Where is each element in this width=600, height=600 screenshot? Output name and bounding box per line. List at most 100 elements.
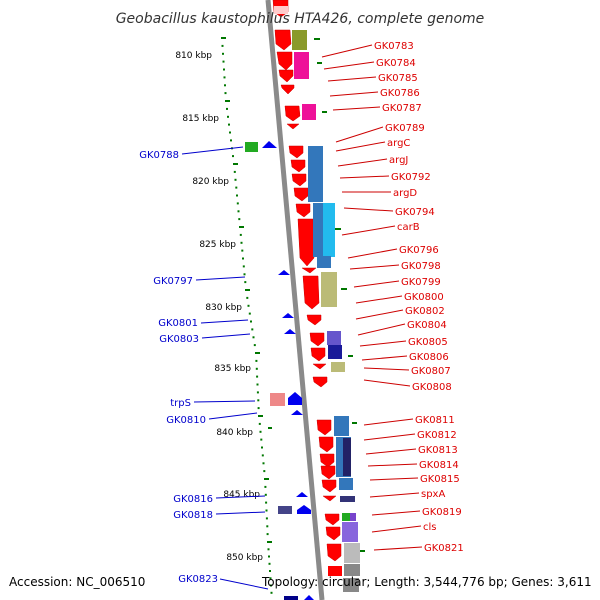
ruler-dot	[253, 344, 256, 347]
gene-label-gk0796[interactable]: GK0796	[399, 245, 439, 256]
gene-arrow-gk0784[interactable]	[276, 51, 293, 71]
gene-label-gk0804[interactable]: GK0804	[407, 320, 447, 331]
gene-arrow-gk0799[interactable]	[302, 275, 320, 310]
gene-label-gk0801[interactable]: GK0801	[158, 318, 198, 329]
ruler-major-tick	[255, 352, 260, 354]
gene-label-gk0798[interactable]: GK0798	[401, 261, 441, 272]
gene-label-gk0784[interactable]: GK0784	[376, 58, 416, 69]
gene-label-gk0818[interactable]: GK0818	[173, 510, 213, 521]
gene-label-gk0811[interactable]: GK0811	[415, 415, 455, 426]
ruler-dot	[255, 367, 258, 370]
gene-label-gk0797[interactable]: GK0797	[153, 276, 193, 287]
gene-arrow-gk0821[interactable]	[326, 543, 342, 562]
gene-label-gk0808[interactable]: GK0808	[412, 382, 452, 393]
gene-arrow-gk0814[interactable]	[320, 465, 336, 480]
gene-label-gk0812[interactable]: GK0812	[417, 430, 457, 441]
gene-arrow-spxa[interactable]	[322, 495, 337, 502]
gene-arrow-gk0811[interactable]	[316, 419, 332, 436]
cog-block-gk0813	[343, 438, 351, 476]
gene-arrow-argc[interactable]	[288, 145, 304, 159]
gene-arrow-gk0815[interactable]	[321, 479, 337, 493]
gene-label-gk0814[interactable]: GK0814	[419, 460, 459, 471]
gene-label-gk0819[interactable]: GK0819	[422, 507, 462, 518]
gene-block-gk0823-left[interactable]	[284, 596, 298, 600]
gene-arrow-trps[interactable]	[288, 392, 302, 405]
gene-arrow-gk0789[interactable]	[286, 123, 300, 130]
gene-arrow-gk0786[interactable]	[280, 84, 295, 95]
ruler-dot	[269, 577, 272, 580]
gene-arrow-gk0813[interactable]	[319, 453, 335, 468]
gene-label-gk0803[interactable]: GK0803	[159, 334, 199, 345]
gene-arrow-gk0803[interactable]	[284, 329, 296, 334]
gene-label-gk0787[interactable]: GK0787	[382, 103, 422, 114]
genome-backbone	[265, 0, 325, 600]
gene-label-gk0785[interactable]: GK0785	[378, 73, 418, 84]
gene-label-argj[interactable]: argJ	[389, 155, 408, 166]
ruler-dot	[236, 202, 239, 205]
gene-label-cls[interactable]: cls	[423, 522, 437, 533]
gene-arrow-gk0823[interactable]	[304, 595, 314, 600]
gene-label-argd[interactable]: argD	[393, 188, 417, 199]
cog-block-gk0784	[294, 52, 309, 79]
ruler-dot	[250, 320, 252, 323]
ruler-major-tick	[264, 478, 269, 480]
gene-arrow-gk0810[interactable]	[291, 410, 303, 415]
gene-arrow-gk0802[interactable]	[306, 314, 322, 326]
gene-label-gk0816[interactable]: GK0816	[173, 494, 213, 505]
cog-block-cls	[342, 522, 358, 542]
gene-arrow-gk0788[interactable]	[262, 141, 277, 148]
gene-label-gk0799[interactable]: GK0799	[401, 277, 441, 288]
gene-label-gk0789[interactable]: GK0789	[385, 123, 425, 134]
position-ruler	[221, 37, 273, 594]
gene-arrow-argd[interactable]	[293, 187, 309, 202]
gene-arrow-gk0807[interactable]	[312, 363, 327, 370]
kbp-label-830: 830 kbp	[205, 303, 242, 313]
ruler-dot	[268, 562, 271, 565]
gene-arrow-gk0794[interactable]	[295, 203, 311, 218]
gene-arrow-argj[interactable]	[290, 159, 306, 173]
ruler-dot	[227, 115, 229, 118]
gene-arrow-gk0816[interactable]	[296, 492, 308, 497]
gene-label-gk0794[interactable]: GK0794	[395, 207, 435, 218]
gene-label-gk0821[interactable]: GK0821	[424, 543, 464, 554]
gene-arrow-gk0796[interactable]	[301, 267, 317, 274]
cog-block-gk0805	[327, 331, 341, 345]
gene-label-gk0802[interactable]: GK0802	[405, 306, 445, 317]
reverse-strand-genes	[262, 141, 314, 600]
gene-arrow-carb[interactable]	[297, 218, 315, 267]
gene-label-gk0805[interactable]: GK0805	[408, 337, 448, 348]
gene-label-gk0800[interactable]: GK0800	[404, 292, 444, 303]
gene-label-argc[interactable]: argC	[387, 138, 410, 149]
gene-label-gk0815[interactable]: GK0815	[420, 474, 460, 485]
gene-arrow-gk0808[interactable]	[312, 376, 328, 388]
gene-arrow-gk0805[interactable]	[309, 332, 325, 347]
gene-arrow-gk0819[interactable]	[324, 513, 340, 526]
gene-arrow-gk0785[interactable]	[278, 69, 294, 83]
gene-label-gk0792[interactable]: GK0792	[391, 172, 431, 183]
gene-label-carb[interactable]: carB	[397, 222, 420, 233]
gene-arrow-gk0806[interactable]	[310, 347, 326, 362]
gene-label-gk0783[interactable]: GK0783	[374, 41, 414, 52]
gene-label-trps[interactable]: trpS	[170, 398, 191, 409]
gene-arrow-cls[interactable]	[325, 526, 341, 541]
gene-label-gk0788[interactable]: GK0788	[139, 150, 179, 161]
gene-arrow-gk0792[interactable]	[291, 173, 307, 187]
gene-label-gk0813[interactable]: GK0813	[418, 445, 458, 456]
gene-label-gk0807[interactable]: GK0807	[411, 366, 451, 377]
gene-arrow-gk0787[interactable]	[284, 105, 301, 122]
gene-arrow-gk0812[interactable]	[318, 436, 334, 453]
gene-arrow-gk0783[interactable]	[274, 29, 292, 51]
right-gene-labels: GK0783 GK0784 GK0785 GK0786 GK0787 GK078…	[374, 41, 464, 554]
gene-arrow-gk0818[interactable]	[297, 505, 311, 514]
cog-block-argc-argd	[308, 146, 323, 202]
gene-label-gk0806[interactable]: GK0806	[409, 352, 449, 363]
left-gene-labels: GK0788 GK0797 GK0801 GK0803 trpS GK0810 …	[139, 150, 218, 585]
gene-arrow-gk0801[interactable]	[282, 313, 294, 318]
gene-label-gk0786[interactable]: GK0786	[380, 88, 420, 99]
gene-label-spxa[interactable]: spxA	[421, 489, 445, 500]
gene-label-gk0823[interactable]: GK0823	[178, 574, 218, 585]
gene-arrow-gk0797[interactable]	[278, 270, 290, 275]
gene-label-gk0810[interactable]: GK0810	[166, 415, 206, 426]
ruler-dot	[238, 218, 241, 221]
